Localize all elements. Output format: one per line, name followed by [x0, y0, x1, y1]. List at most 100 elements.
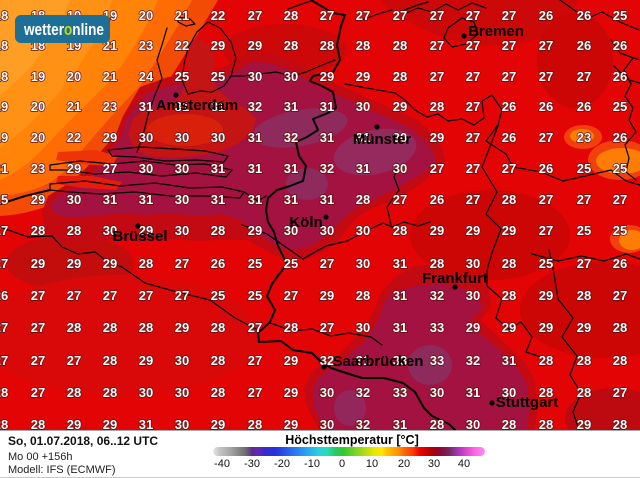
svg-text:31: 31: [356, 161, 370, 176]
svg-text:Brüssel: Brüssel: [112, 228, 167, 245]
svg-text:27: 27: [466, 99, 480, 114]
svg-text:27: 27: [139, 288, 153, 303]
svg-text:23: 23: [31, 161, 45, 176]
svg-text:28: 28: [0, 417, 8, 430]
svg-text:29: 29: [67, 417, 81, 430]
svg-text:27: 27: [539, 38, 553, 53]
svg-text:27: 27: [248, 8, 262, 23]
svg-text:25: 25: [211, 69, 225, 84]
svg-text:29: 29: [284, 385, 298, 400]
svg-text:32: 32: [284, 130, 298, 145]
svg-text:30: 30: [356, 223, 370, 238]
svg-text:27: 27: [31, 353, 45, 368]
svg-text:25: 25: [613, 8, 627, 23]
svg-text:27: 27: [175, 288, 189, 303]
svg-text:28: 28: [103, 320, 117, 335]
svg-text:29: 29: [31, 192, 45, 207]
svg-text:29: 29: [356, 69, 370, 84]
svg-text:25: 25: [175, 69, 189, 84]
svg-text:33: 33: [393, 353, 407, 368]
svg-text:30: 30: [67, 192, 81, 207]
svg-text:26: 26: [539, 8, 553, 23]
svg-text:32: 32: [356, 417, 370, 430]
svg-text:31: 31: [393, 288, 407, 303]
svg-text:28: 28: [284, 8, 298, 23]
svg-text:25: 25: [613, 161, 627, 176]
svg-text:19: 19: [0, 130, 8, 145]
svg-text:30: 30: [284, 223, 298, 238]
svg-text:33: 33: [393, 385, 407, 400]
svg-text:28: 28: [539, 417, 553, 430]
svg-text:29: 29: [67, 256, 81, 271]
svg-text:33: 33: [430, 353, 444, 368]
svg-text:27: 27: [613, 288, 627, 303]
svg-text:26: 26: [502, 99, 516, 114]
svg-text:27: 27: [502, 69, 516, 84]
svg-text:29: 29: [466, 320, 480, 335]
svg-text:28: 28: [613, 320, 627, 335]
svg-text:26: 26: [613, 69, 627, 84]
svg-text:28: 28: [139, 256, 153, 271]
svg-text:27: 27: [430, 69, 444, 84]
svg-text:27: 27: [248, 320, 262, 335]
svg-text:27: 27: [320, 320, 334, 335]
svg-text:30: 30: [139, 130, 153, 145]
svg-text:28: 28: [248, 417, 262, 430]
svg-text:29: 29: [211, 38, 225, 53]
svg-text:31: 31: [248, 161, 262, 176]
svg-text:29: 29: [320, 288, 334, 303]
svg-text:28: 28: [67, 320, 81, 335]
svg-text:30: 30: [175, 130, 189, 145]
svg-text:27: 27: [502, 161, 516, 176]
svg-text:23: 23: [139, 38, 153, 53]
svg-text:29: 29: [103, 130, 117, 145]
svg-text:27: 27: [0, 353, 8, 368]
svg-text:29: 29: [31, 256, 45, 271]
svg-text:27: 27: [320, 8, 334, 23]
svg-text:25: 25: [284, 256, 298, 271]
svg-text:32: 32: [248, 99, 262, 114]
svg-text:27: 27: [175, 256, 189, 271]
svg-text:25: 25: [577, 161, 591, 176]
svg-text:27: 27: [539, 130, 553, 145]
svg-text:29: 29: [103, 417, 117, 430]
svg-text:27: 27: [539, 69, 553, 84]
svg-text:31: 31: [393, 417, 407, 430]
svg-text:21: 21: [0, 161, 8, 176]
svg-text:27: 27: [613, 192, 627, 207]
svg-text:31: 31: [284, 161, 298, 176]
svg-text:28: 28: [67, 385, 81, 400]
svg-text:28: 28: [393, 38, 407, 53]
svg-text:28: 28: [320, 38, 334, 53]
svg-text:21: 21: [67, 99, 81, 114]
svg-text:27: 27: [356, 8, 370, 23]
svg-text:29: 29: [502, 223, 516, 238]
svg-text:28: 28: [430, 417, 444, 430]
svg-text:31: 31: [393, 256, 407, 271]
svg-text:28: 28: [430, 256, 444, 271]
svg-text:31: 31: [248, 192, 262, 207]
svg-text:28: 28: [502, 288, 516, 303]
svg-text:27: 27: [466, 192, 480, 207]
svg-text:31: 31: [320, 130, 334, 145]
svg-text:27: 27: [0, 223, 8, 238]
svg-text:22: 22: [67, 130, 81, 145]
svg-text:29: 29: [103, 256, 117, 271]
svg-text:27: 27: [466, 38, 480, 53]
svg-text:26: 26: [539, 99, 553, 114]
svg-text:29: 29: [211, 417, 225, 430]
svg-text:27: 27: [393, 8, 407, 23]
svg-text:26: 26: [502, 130, 516, 145]
svg-text:27: 27: [466, 161, 480, 176]
svg-text:28: 28: [613, 353, 627, 368]
svg-text:27: 27: [539, 192, 553, 207]
svg-text:26: 26: [430, 192, 444, 207]
svg-text:28: 28: [211, 320, 225, 335]
svg-text:30: 30: [502, 385, 516, 400]
svg-text:31: 31: [139, 417, 153, 430]
svg-text:28: 28: [539, 385, 553, 400]
svg-text:30: 30: [175, 353, 189, 368]
svg-text:29: 29: [139, 353, 153, 368]
svg-text:30: 30: [211, 130, 225, 145]
svg-text:21: 21: [103, 69, 117, 84]
